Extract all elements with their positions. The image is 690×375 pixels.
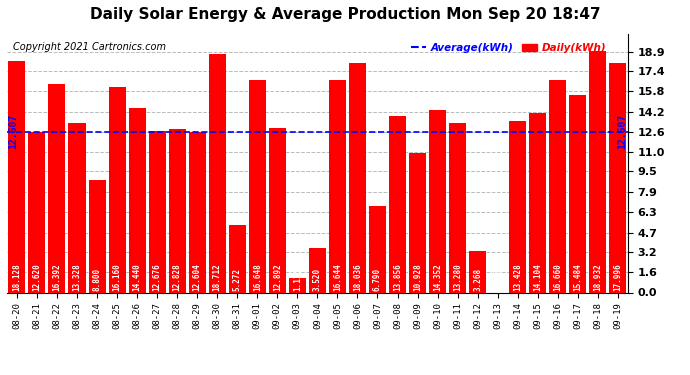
Text: 8.800: 8.800 <box>92 268 101 291</box>
Text: 16.660: 16.660 <box>553 264 562 291</box>
Text: 6.790: 6.790 <box>373 268 382 291</box>
Bar <box>249 80 266 292</box>
Text: 13.328: 13.328 <box>72 264 81 291</box>
Bar <box>389 116 406 292</box>
Text: 3.520: 3.520 <box>313 268 322 291</box>
Text: 12.607: 12.607 <box>617 114 627 149</box>
Bar <box>188 132 206 292</box>
Text: Daily Solar Energy & Average Production Mon Sep 20 18:47: Daily Solar Energy & Average Production … <box>90 8 600 22</box>
Bar <box>569 95 586 292</box>
Text: 12.604: 12.604 <box>193 264 201 291</box>
Text: 14.352: 14.352 <box>433 264 442 291</box>
Bar <box>28 132 46 292</box>
Text: 14.104: 14.104 <box>533 264 542 291</box>
Text: 12.676: 12.676 <box>152 264 161 291</box>
Bar <box>309 248 326 292</box>
Text: 16.644: 16.644 <box>333 264 342 291</box>
Text: 10.928: 10.928 <box>413 264 422 291</box>
Bar <box>68 123 86 292</box>
Bar <box>329 80 346 292</box>
Bar <box>429 110 446 292</box>
Text: 12.828: 12.828 <box>172 264 181 291</box>
Text: 0.000: 0.000 <box>493 268 502 291</box>
Bar <box>369 206 386 292</box>
Text: 16.648: 16.648 <box>253 264 262 291</box>
Text: 12.620: 12.620 <box>32 264 41 291</box>
Text: 5.272: 5.272 <box>233 268 241 291</box>
Text: 13.280: 13.280 <box>453 264 462 291</box>
Bar <box>269 128 286 292</box>
Text: 1.116: 1.116 <box>293 268 302 291</box>
Bar <box>148 131 166 292</box>
Text: 12.607: 12.607 <box>8 114 18 149</box>
Bar <box>229 225 246 292</box>
Bar <box>529 113 546 292</box>
Text: 17.996: 17.996 <box>613 264 622 291</box>
Bar <box>609 63 627 292</box>
Bar <box>88 180 106 292</box>
Text: 14.440: 14.440 <box>132 264 141 291</box>
Bar <box>409 153 426 292</box>
Bar <box>168 129 186 292</box>
Legend: Average(kWh), Daily(kWh): Average(kWh), Daily(kWh) <box>406 39 610 57</box>
Bar <box>48 84 66 292</box>
Text: 13.428: 13.428 <box>513 264 522 291</box>
Text: 18.036: 18.036 <box>353 264 362 291</box>
Text: 13.856: 13.856 <box>393 264 402 291</box>
Bar <box>8 62 26 292</box>
Text: 15.484: 15.484 <box>573 264 582 291</box>
Bar <box>549 80 566 292</box>
Bar <box>108 87 126 292</box>
Bar <box>469 251 486 292</box>
Bar <box>128 108 146 292</box>
Bar <box>589 51 607 292</box>
Text: 3.268: 3.268 <box>473 268 482 291</box>
Bar <box>509 122 526 292</box>
Text: 18.932: 18.932 <box>593 264 602 291</box>
Text: 16.160: 16.160 <box>112 264 121 291</box>
Text: 12.892: 12.892 <box>273 264 282 291</box>
Text: 18.128: 18.128 <box>12 264 21 291</box>
Text: 18.712: 18.712 <box>213 264 221 291</box>
Bar <box>289 278 306 292</box>
Bar <box>208 54 226 292</box>
Bar <box>449 123 466 292</box>
Text: 16.392: 16.392 <box>52 264 61 291</box>
Text: Copyright 2021 Cartronics.com: Copyright 2021 Cartronics.com <box>13 42 166 51</box>
Bar <box>349 63 366 292</box>
